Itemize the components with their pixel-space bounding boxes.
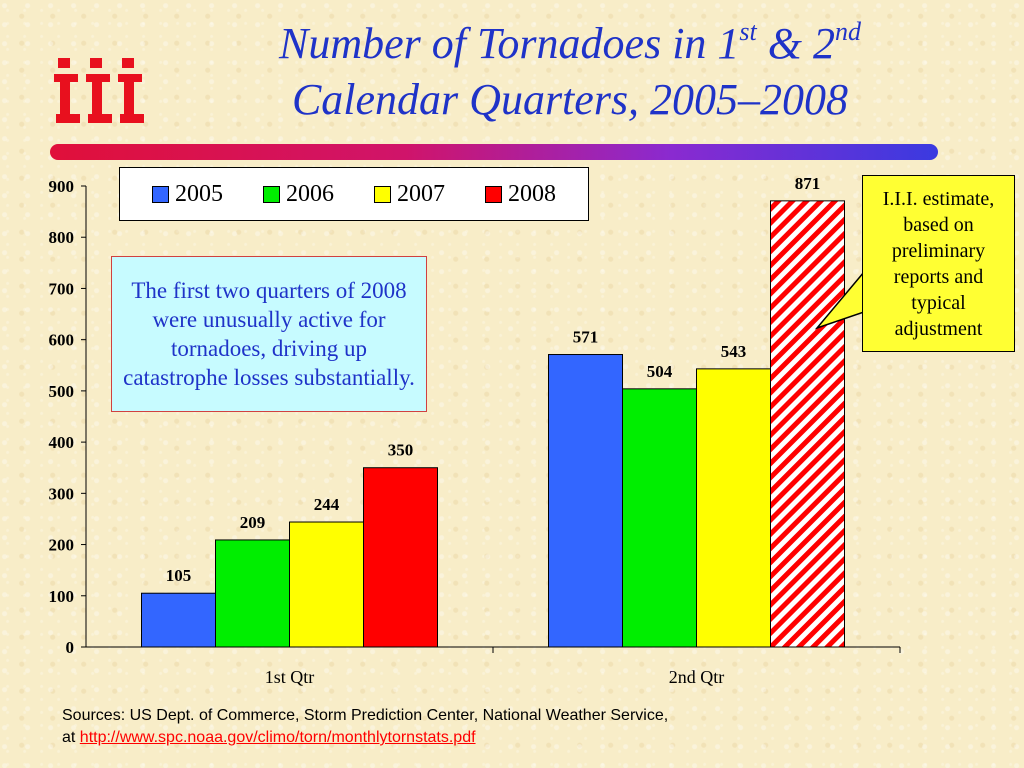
legend-label: 2008	[508, 180, 556, 207]
legend-swatch	[263, 185, 280, 203]
bar-2007-1	[289, 521, 364, 648]
data-label: 209	[240, 513, 266, 532]
annotation-note: The first two quarters of 2008 were unus…	[111, 256, 427, 412]
bar-2007-2	[696, 368, 771, 648]
bar-2005-1	[141, 592, 216, 648]
legend-label: 2006	[286, 180, 334, 207]
legend-swatch	[485, 185, 502, 203]
sources-at: at	[62, 729, 80, 746]
y-tick-label: 300	[49, 484, 75, 503]
y-tick-label: 600	[49, 331, 75, 350]
legend-item-2006: 2006	[263, 181, 334, 208]
y-tick-label: 900	[49, 177, 75, 196]
page-title: Number of Tornadoes in 1st & 2nd Calenda…	[278, 17, 861, 125]
chart-legend: 2005 2006 2007 2008	[119, 167, 589, 221]
y-tick-label: 0	[66, 638, 75, 657]
data-label: 504	[647, 362, 673, 381]
legend-label: 2005	[175, 180, 223, 207]
data-label: 571	[573, 328, 599, 347]
logo-letter-i	[118, 58, 144, 123]
sources-footnote: Sources: US Dept. of Commerce, Storm Pre…	[62, 705, 962, 749]
data-label: 105	[166, 566, 192, 585]
data-label: 350	[388, 441, 414, 460]
sources-text: Sources: US Dept. of Commerce, Storm Pre…	[62, 707, 669, 724]
y-tick-label: 500	[49, 382, 75, 401]
iii-logo-icon	[54, 58, 144, 123]
data-label: 871	[795, 174, 821, 193]
y-tick-label: 400	[49, 433, 75, 452]
legend-item-2007: 2007	[374, 181, 445, 208]
data-label: 244	[314, 495, 340, 514]
logo-letter-i	[86, 58, 112, 123]
logo-letter-i	[54, 58, 80, 123]
sources-link[interactable]: http://www.spc.noaa.gov/climo/torn/month…	[79, 729, 476, 746]
bar-chart: 0 100 200 300 400 500 600 700 800 900 1st Qtr 105 20…	[49, 174, 901, 687]
title-divider	[50, 144, 938, 160]
y-tick-label: 200	[49, 536, 75, 555]
estimate-callout: I.I.I. estimate, based on preliminary re…	[862, 175, 1015, 352]
y-tick-label: 800	[49, 228, 75, 247]
bar-2005-2	[548, 354, 623, 648]
legend-swatch	[374, 185, 391, 203]
bar-2008-1	[363, 467, 438, 648]
legend-label: 2007	[397, 180, 445, 207]
legend-item-2008: 2008	[485, 181, 556, 208]
legend-swatch	[152, 185, 169, 203]
y-tick-label: 700	[49, 279, 75, 298]
data-label: 543	[721, 342, 747, 361]
y-tick-label: 100	[49, 587, 75, 606]
bar-2008-2	[770, 200, 845, 648]
bar-2006-2	[622, 388, 697, 648]
bar-2006-1	[215, 539, 290, 648]
x-tick-label: 1st Qtr	[265, 667, 315, 687]
x-tick-label: 2nd Qtr	[669, 667, 725, 687]
legend-item-2005: 2005	[152, 181, 223, 208]
